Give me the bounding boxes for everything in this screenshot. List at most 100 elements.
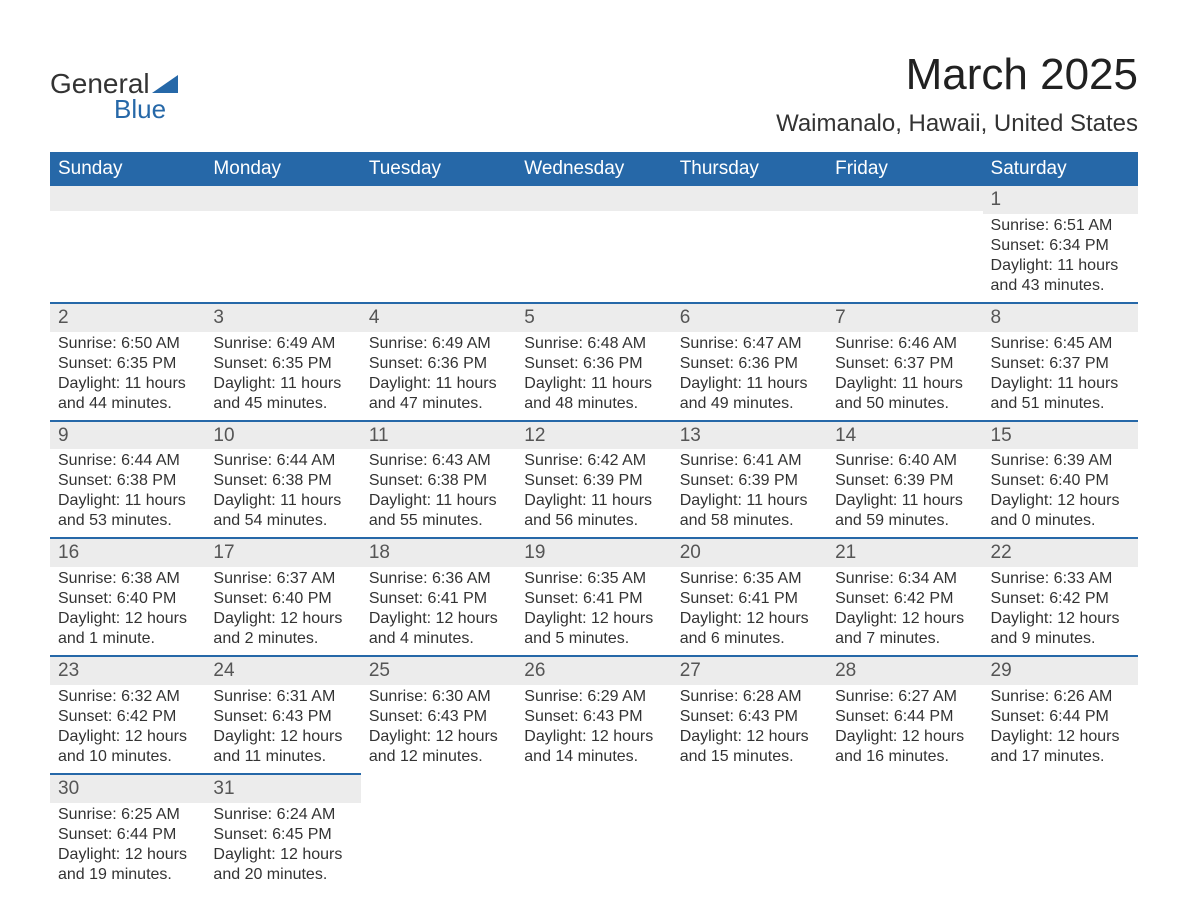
sunset-text: Sunset: 6:38 PM <box>369 471 508 491</box>
day-number: 19 <box>516 539 671 567</box>
calendar-cell: 12Sunrise: 6:42 AMSunset: 6:39 PMDayligh… <box>516 421 671 539</box>
daylight-text: and 6 minutes. <box>680 629 819 649</box>
daylight-text: Daylight: 11 hours <box>58 491 197 511</box>
sunset-text: Sunset: 6:39 PM <box>680 471 819 491</box>
sunset-text: Sunset: 6:40 PM <box>58 589 197 609</box>
sunset-text: Sunset: 6:41 PM <box>680 589 819 609</box>
daylight-text: Daylight: 12 hours <box>835 609 974 629</box>
sunset-text: Sunset: 6:41 PM <box>369 589 508 609</box>
calendar-cell <box>50 186 205 303</box>
sunrise-text: Sunrise: 6:29 AM <box>524 687 663 707</box>
sunset-text: Sunset: 6:40 PM <box>991 471 1130 491</box>
calendar-cell: 19Sunrise: 6:35 AMSunset: 6:41 PMDayligh… <box>516 538 671 656</box>
calendar-cell: 23Sunrise: 6:32 AMSunset: 6:42 PMDayligh… <box>50 656 205 774</box>
sunset-text: Sunset: 6:44 PM <box>835 707 974 727</box>
daylight-text: and 2 minutes. <box>213 629 352 649</box>
day-number: 11 <box>361 422 516 450</box>
day-number <box>827 774 982 799</box>
sunset-text: Sunset: 6:36 PM <box>680 354 819 374</box>
daylight-text: Daylight: 12 hours <box>680 727 819 747</box>
daylight-text: and 19 minutes. <box>58 865 197 885</box>
day-number: 10 <box>205 422 360 450</box>
daylight-text: Daylight: 12 hours <box>369 727 508 747</box>
day-number: 9 <box>50 422 205 450</box>
daylight-text: Daylight: 12 hours <box>213 845 352 865</box>
calendar-cell: 4Sunrise: 6:49 AMSunset: 6:36 PMDaylight… <box>361 303 516 421</box>
sunrise-text: Sunrise: 6:44 AM <box>213 451 352 471</box>
daylight-text: Daylight: 12 hours <box>991 609 1130 629</box>
dayname-monday: Monday <box>205 152 360 186</box>
calendar-cell <box>827 186 982 303</box>
sunrise-text: Sunrise: 6:40 AM <box>835 451 974 471</box>
sunset-text: Sunset: 6:38 PM <box>213 471 352 491</box>
day-number <box>672 774 827 799</box>
page-title: March 2025 <box>776 50 1138 100</box>
calendar-cell: 15Sunrise: 6:39 AMSunset: 6:40 PMDayligh… <box>983 421 1138 539</box>
daylight-text: and 12 minutes. <box>369 747 508 767</box>
daylight-text: and 9 minutes. <box>991 629 1130 649</box>
day-number: 2 <box>50 304 205 332</box>
daylight-text: Daylight: 11 hours <box>369 491 508 511</box>
sunset-text: Sunset: 6:35 PM <box>58 354 197 374</box>
sunrise-text: Sunrise: 6:50 AM <box>58 334 197 354</box>
calendar-cell: 6Sunrise: 6:47 AMSunset: 6:36 PMDaylight… <box>672 303 827 421</box>
sunrise-text: Sunrise: 6:51 AM <box>991 216 1130 236</box>
sunrise-text: Sunrise: 6:30 AM <box>369 687 508 707</box>
day-number: 21 <box>827 539 982 567</box>
sunrise-text: Sunrise: 6:41 AM <box>680 451 819 471</box>
sunrise-text: Sunrise: 6:45 AM <box>991 334 1130 354</box>
logo-triangle-icon <box>152 75 178 93</box>
daylight-text: Daylight: 12 hours <box>213 727 352 747</box>
day-number <box>516 774 671 799</box>
daylight-text: and 59 minutes. <box>835 511 974 531</box>
calendar-cell: 9Sunrise: 6:44 AMSunset: 6:38 PMDaylight… <box>50 421 205 539</box>
sunrise-text: Sunrise: 6:35 AM <box>524 569 663 589</box>
calendar-cell: 26Sunrise: 6:29 AMSunset: 6:43 PMDayligh… <box>516 656 671 774</box>
daylight-text: Daylight: 11 hours <box>524 491 663 511</box>
sunset-text: Sunset: 6:40 PM <box>213 589 352 609</box>
sunrise-text: Sunrise: 6:49 AM <box>213 334 352 354</box>
sunrise-text: Sunrise: 6:25 AM <box>58 805 197 825</box>
calendar-cell <box>361 774 516 891</box>
sunset-text: Sunset: 6:43 PM <box>369 707 508 727</box>
daylight-text: and 17 minutes. <box>991 747 1130 767</box>
calendar-cell <box>361 186 516 303</box>
daylight-text: and 44 minutes. <box>58 394 197 414</box>
sunset-text: Sunset: 6:43 PM <box>524 707 663 727</box>
daylight-text: Daylight: 11 hours <box>991 256 1130 276</box>
calendar-cell <box>205 186 360 303</box>
day-number <box>827 186 982 211</box>
daylight-text: Daylight: 11 hours <box>835 491 974 511</box>
sunrise-text: Sunrise: 6:48 AM <box>524 334 663 354</box>
calendar-cell <box>672 186 827 303</box>
daylight-text: Daylight: 11 hours <box>835 374 974 394</box>
daylight-text: Daylight: 12 hours <box>369 609 508 629</box>
sunrise-text: Sunrise: 6:28 AM <box>680 687 819 707</box>
calendar-week: 1Sunrise: 6:51 AMSunset: 6:34 PMDaylight… <box>50 186 1138 303</box>
daylight-text: and 58 minutes. <box>680 511 819 531</box>
sunset-text: Sunset: 6:37 PM <box>835 354 974 374</box>
day-number: 20 <box>672 539 827 567</box>
sunrise-text: Sunrise: 6:47 AM <box>680 334 819 354</box>
daylight-text: Daylight: 11 hours <box>58 374 197 394</box>
daylight-text: Daylight: 12 hours <box>58 845 197 865</box>
day-number: 6 <box>672 304 827 332</box>
daylight-text: Daylight: 11 hours <box>680 374 819 394</box>
calendar-cell: 13Sunrise: 6:41 AMSunset: 6:39 PMDayligh… <box>672 421 827 539</box>
sunset-text: Sunset: 6:36 PM <box>369 354 508 374</box>
calendar-cell: 24Sunrise: 6:31 AMSunset: 6:43 PMDayligh… <box>205 656 360 774</box>
calendar-cell: 5Sunrise: 6:48 AMSunset: 6:36 PMDaylight… <box>516 303 671 421</box>
header: General Blue March 2025 Waimanalo, Hawai… <box>50 50 1138 138</box>
calendar-cell <box>827 774 982 891</box>
calendar-cell: 21Sunrise: 6:34 AMSunset: 6:42 PMDayligh… <box>827 538 982 656</box>
calendar-cell: 17Sunrise: 6:37 AMSunset: 6:40 PMDayligh… <box>205 538 360 656</box>
daylight-text: Daylight: 12 hours <box>524 727 663 747</box>
calendar-week: 16Sunrise: 6:38 AMSunset: 6:40 PMDayligh… <box>50 538 1138 656</box>
sunset-text: Sunset: 6:36 PM <box>524 354 663 374</box>
calendar-week: 23Sunrise: 6:32 AMSunset: 6:42 PMDayligh… <box>50 656 1138 774</box>
calendar-cell <box>516 186 671 303</box>
sunrise-text: Sunrise: 6:43 AM <box>369 451 508 471</box>
dayname-thursday: Thursday <box>672 152 827 186</box>
daylight-text: and 4 minutes. <box>369 629 508 649</box>
sunset-text: Sunset: 6:34 PM <box>991 236 1130 256</box>
